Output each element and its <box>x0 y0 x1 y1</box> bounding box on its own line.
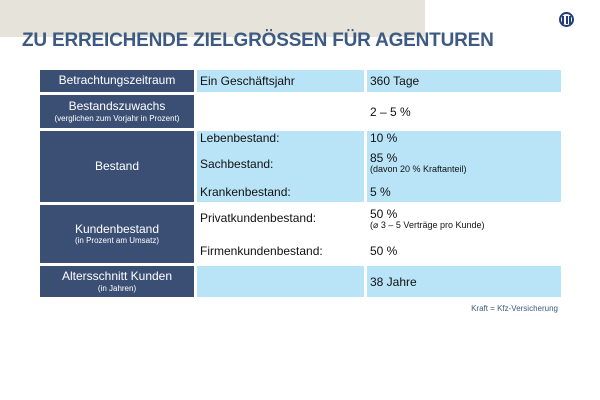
page-title: ZU ERREICHENDE ZIELGRÖSSEN FÜR AGENTUREN <box>22 30 494 51</box>
table-cell <box>197 131 364 202</box>
row-header: Bestandszuwachs (verglichen zum Vorjahr i… <box>40 95 194 128</box>
row-header: Bestand <box>40 131 194 202</box>
item-name: Lebenbestand: <box>200 131 280 145</box>
table-cell <box>367 131 561 202</box>
row-sublabel: (verglichen zum Vorjahr in Prozent) <box>54 113 180 123</box>
footnote: Kraft = Kfz-Versicherung <box>471 304 558 313</box>
row-header: Kundenbestand (in Prozent am Umsatz) <box>40 205 194 263</box>
item-value: 85 % (davon 20 % Kraftanteil) <box>370 151 467 175</box>
row-sublabel: (in Prozent am Umsatz) <box>74 236 160 246</box>
item-value: 50 % <box>370 244 398 258</box>
item-name: Krankenbestand: <box>200 185 291 199</box>
row-header: Betrachtungszeitraum <box>40 70 194 92</box>
item-note: (davon 20 % Kraftanteil) <box>370 164 467 175</box>
allianz-logo-icon <box>559 12 574 27</box>
row-label: Altersschnitt Kunden <box>61 269 173 283</box>
item-note: (⌀ 3 – 5 Verträge pro Kunde) <box>370 220 485 231</box>
header-band <box>0 0 425 37</box>
value-text: 85 % <box>370 151 398 165</box>
item-name: Firmenkundenbestand: <box>200 244 323 258</box>
row-label: Betrachtungszeitraum <box>58 73 176 88</box>
row-label: Kundenbestand <box>74 221 160 236</box>
cell-text: 38 Jahre <box>370 275 417 289</box>
cell-text: 360 Tage <box>370 74 420 88</box>
row-sublabel: (in Jahren) <box>97 283 137 293</box>
cell-text: Ein Geschäftsjahr <box>200 74 295 88</box>
value-text: 50 % <box>370 207 398 221</box>
item-value: 10 % <box>370 131 398 145</box>
row-header: Altersschnitt Kunden (in Jahren) <box>40 266 194 297</box>
row-label: Bestand <box>94 158 140 173</box>
table-cell: Ein Geschäftsjahr <box>197 70 364 92</box>
item-name: Privatkundenbestand: <box>200 211 317 225</box>
table-cell: 38 Jahre <box>367 266 561 297</box>
item-value: 50 % (⌀ 3 – 5 Verträge pro Kunde) <box>370 207 485 231</box>
item-name: Sachbestand: <box>200 157 274 171</box>
table-cell: 360 Tage <box>367 70 561 92</box>
row-label: Bestandszuwachs <box>68 99 166 113</box>
table-cell <box>197 266 364 297</box>
item-value: 5 % <box>370 185 391 199</box>
cell-text: 2 – 5 % <box>370 105 411 119</box>
